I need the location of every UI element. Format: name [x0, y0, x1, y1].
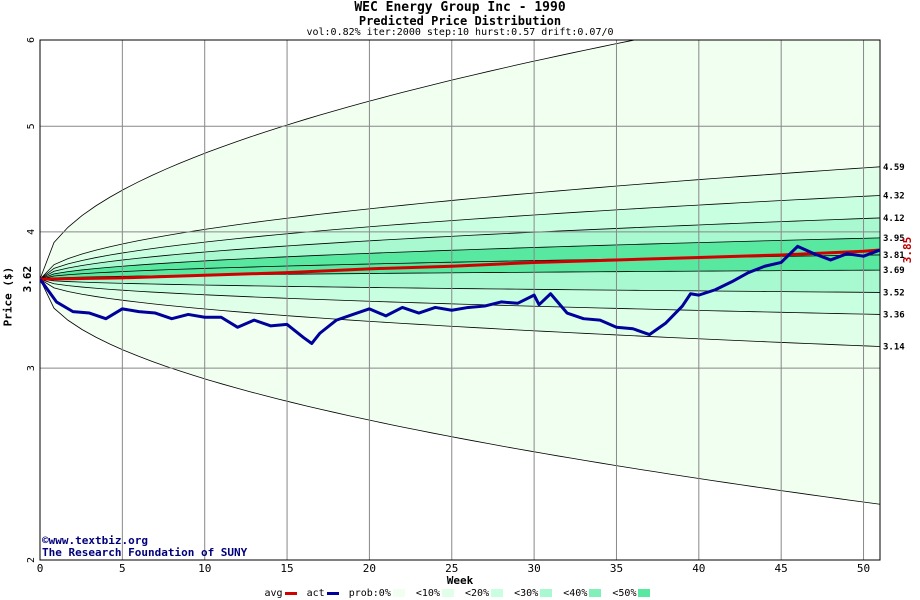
right-percentile-label: 3.36	[883, 310, 905, 320]
right-percentile-label: 3.69	[883, 266, 905, 276]
legend-band-30: <30%	[514, 588, 555, 599]
legend-act-swatch	[326, 591, 339, 595]
legend-band-50-swatch	[638, 589, 651, 597]
legend-avg-swatch	[284, 591, 297, 595]
right-percentile-label: 3.81	[883, 251, 905, 261]
right-percentile-label: 4.32	[883, 191, 905, 201]
probability-bands	[40, 40, 880, 505]
chart-params: vol:0.82% iter:2000 step:10 hurst:0.57 d…	[306, 27, 614, 38]
legend-band-30-swatch	[540, 589, 553, 597]
legend-band-40: <40%	[563, 588, 604, 599]
x-tick-label: 30	[527, 562, 540, 575]
percentile-curve-p_hi_4	[40, 166, 880, 280]
legend-band-20: <20%	[465, 588, 506, 599]
x-tick-label: 40	[692, 562, 705, 575]
legend-band-0-swatch	[392, 589, 405, 597]
y-tick-label: 3	[26, 365, 37, 371]
percentile-curve-p_hi_2	[40, 217, 880, 280]
x-tick-label: 10	[198, 562, 211, 575]
percentile-curve-p_hi_3	[40, 195, 880, 280]
legend-avg: avg	[265, 588, 299, 599]
x-tick-label: 25	[445, 562, 458, 575]
y-tick-label: 5	[26, 123, 37, 129]
x-tick-label: 0	[37, 562, 44, 575]
percentile-curve-p_lo_4	[40, 278, 880, 347]
legend-act: act	[307, 588, 341, 599]
credit-website: ©www.textbiz.org	[42, 534, 148, 547]
series-group	[40, 244, 880, 345]
chart-subtitle: Predicted Price Distribution	[358, 14, 562, 28]
x-tick-label: 15	[280, 562, 293, 575]
probability-band-50	[40, 237, 880, 280]
x-axis-label: Week	[446, 574, 474, 587]
x-tick-label: 20	[363, 562, 376, 575]
legend-band-20-swatch	[491, 589, 504, 597]
legend-band-40-swatch	[589, 589, 602, 597]
series-line-avg	[40, 248, 880, 281]
credit-org: The Research Foundation of SUNY	[42, 546, 248, 559]
right-percentile-label: 3.14	[883, 342, 905, 352]
right-percentile-label: 3.52	[883, 288, 905, 298]
legend-prob-0: prob:0%	[349, 588, 408, 599]
x-tick-label: 5	[119, 562, 126, 575]
x-tick-label: 45	[775, 562, 788, 575]
y-tick-label: 4	[26, 229, 37, 235]
y-tick-label: 6	[26, 37, 37, 43]
legend-band-10: <10%	[416, 588, 457, 599]
right-percentile-label: 4.12	[883, 214, 905, 224]
end-actual-label: 3.85	[901, 237, 914, 264]
right-percentile-label: 4.59	[883, 163, 905, 173]
percentile-curve-outer_low	[40, 278, 880, 505]
legend: avg act prob:0% <10% <20% <30% <40% <50%	[0, 588, 920, 599]
percentile-curve-outer_high	[40, 40, 637, 280]
y-axis-label: Price ($)	[1, 266, 15, 327]
x-tick-label: 35	[610, 562, 623, 575]
start-price-label: 3.62	[21, 266, 34, 293]
plot-frame	[39, 39, 881, 561]
percentile-curve-p_lo_2	[40, 278, 880, 293]
right-percentile-label: 3.95	[883, 234, 905, 244]
percentile-curve-p_hi_1	[40, 237, 880, 280]
legend-band-50: <50%	[612, 588, 653, 599]
legend-band-10-swatch	[441, 589, 454, 597]
percentile-curve-p_lo_3	[40, 278, 880, 315]
series-line-act	[40, 244, 880, 345]
y-tick-label: 2	[26, 557, 37, 563]
x-tick-label: 50	[857, 562, 870, 575]
chart-title: WEC Energy Group Inc - 1990	[354, 0, 566, 15]
